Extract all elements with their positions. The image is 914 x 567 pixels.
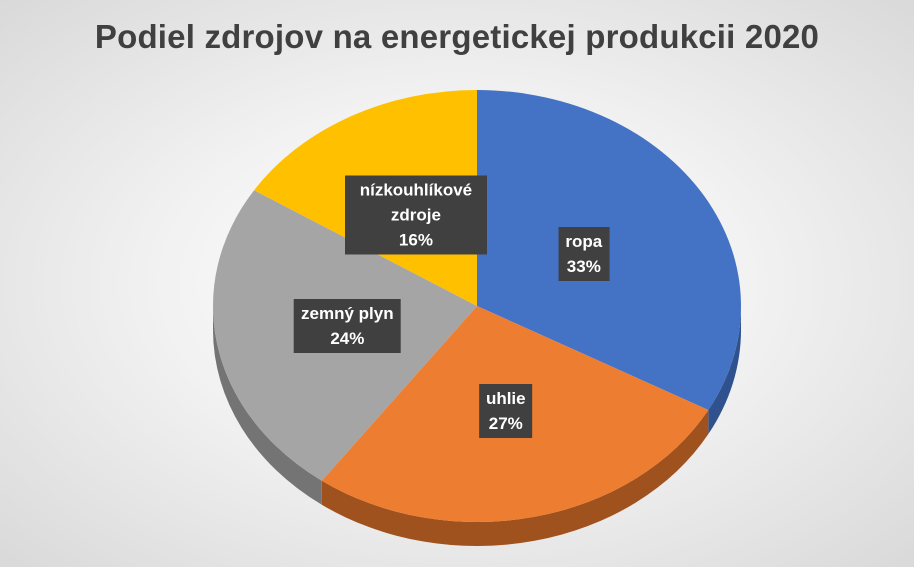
slice-side-ropa — [708, 306, 741, 435]
pie-slices — [212, 90, 741, 523]
slice-value: 24% — [330, 329, 365, 349]
data-label-ropa: ropa 33% — [558, 227, 610, 282]
data-label-zemny-plyn: zemný plyn 24% — [294, 299, 401, 354]
slice-value: 33% — [566, 257, 601, 277]
slice-name: nízkouhlíkové zdroje — [359, 180, 473, 225]
data-label-uhlie: uhlie 27% — [478, 384, 533, 439]
slice-name: uhlie — [485, 389, 526, 409]
slice-side-zemny-plyn — [213, 306, 322, 505]
slice-side-uhlie — [321, 410, 709, 547]
slice-value: 27% — [488, 414, 523, 434]
data-label-nizkouhlikove: nízkouhlíkové zdroje 16% — [344, 175, 487, 255]
slice-name: zemný plyn — [301, 304, 394, 324]
chart-title: Podiel zdrojov na energetickej produkcii… — [94, 18, 820, 55]
pie-sides — [213, 306, 741, 547]
slice-value: 16% — [398, 230, 433, 250]
slice-name: ropa — [565, 232, 603, 252]
